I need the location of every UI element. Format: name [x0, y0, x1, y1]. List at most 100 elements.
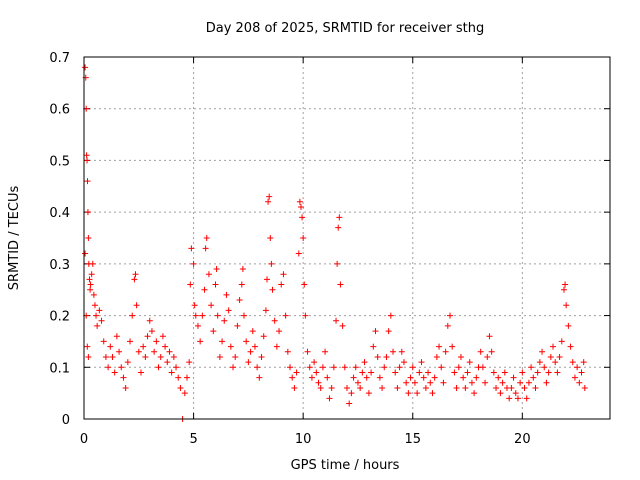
data-point — [98, 317, 105, 324]
data-point — [296, 198, 303, 205]
data-point — [289, 374, 296, 381]
data-point — [302, 312, 309, 319]
data-point — [84, 178, 91, 185]
data-point — [333, 317, 340, 324]
data-point — [453, 384, 460, 391]
data-point — [519, 369, 526, 376]
data-point — [339, 322, 346, 329]
data-point — [157, 353, 164, 360]
data-point — [556, 353, 563, 360]
data-point — [569, 359, 576, 366]
data-point — [372, 328, 379, 335]
data-point — [558, 338, 565, 345]
data-point — [260, 333, 267, 340]
data-point — [361, 359, 368, 366]
data-point — [464, 369, 471, 376]
data-point — [444, 322, 451, 329]
data-point — [137, 369, 144, 376]
data-point — [107, 343, 114, 350]
data-point — [239, 266, 246, 273]
x-tick-label: 15 — [404, 432, 421, 447]
data-point — [93, 312, 100, 319]
data-point — [205, 271, 212, 278]
data-point — [416, 369, 423, 376]
data-point — [438, 364, 445, 371]
data-point — [254, 364, 261, 371]
data-point — [300, 235, 307, 241]
data-point — [225, 307, 232, 314]
data-point — [86, 276, 93, 283]
data-point — [164, 359, 171, 366]
data-point — [304, 348, 311, 355]
data-point — [418, 359, 425, 366]
data-point — [379, 384, 386, 391]
data-point — [265, 198, 272, 205]
data-point — [223, 291, 230, 298]
data-point — [94, 322, 101, 329]
data-point — [148, 328, 155, 335]
data-point — [578, 369, 585, 376]
data-point — [433, 353, 440, 360]
data-point — [295, 250, 302, 257]
data-point — [581, 384, 588, 391]
data-point — [124, 359, 131, 366]
data-point — [168, 369, 175, 376]
data-point — [144, 333, 151, 340]
data-point — [308, 374, 315, 381]
data-point — [113, 333, 120, 340]
data-point — [197, 338, 204, 345]
data-point — [344, 384, 350, 391]
data-point — [258, 353, 265, 360]
y-tick-label: 0.1 — [49, 361, 70, 376]
data-point — [151, 348, 158, 355]
data-point — [517, 379, 524, 386]
data-point — [105, 364, 112, 371]
data-point — [162, 343, 169, 350]
data-point — [521, 384, 528, 391]
data-point — [539, 348, 546, 355]
data-point — [271, 317, 278, 324]
data-point — [547, 353, 554, 360]
data-point — [111, 369, 118, 376]
data-point — [291, 384, 298, 391]
data-point — [82, 64, 89, 71]
data-point — [313, 369, 320, 376]
y-tick-label: 0.3 — [49, 258, 70, 273]
data-point — [493, 384, 500, 391]
data-point — [230, 364, 237, 371]
data-point — [203, 235, 210, 241]
data-point — [187, 281, 194, 288]
data-point — [328, 384, 335, 391]
data-point — [574, 364, 581, 371]
data-point — [460, 374, 467, 381]
data-point — [190, 260, 197, 267]
y-tick-label: 0.6 — [49, 103, 70, 118]
data-point — [563, 302, 570, 309]
data-point — [84, 209, 91, 216]
data-point — [232, 353, 239, 360]
data-point — [532, 384, 539, 391]
data-point — [374, 353, 381, 360]
data-point — [396, 364, 403, 371]
data-point — [552, 359, 559, 366]
data-point — [245, 359, 252, 366]
data-point — [247, 348, 254, 355]
data-point — [83, 152, 90, 159]
data-point — [297, 203, 304, 210]
y-tick-label: 0.5 — [49, 154, 70, 169]
data-point — [109, 353, 116, 360]
data-point — [565, 322, 572, 329]
data-point — [336, 214, 343, 221]
data-point — [173, 364, 180, 371]
data-point — [311, 359, 318, 366]
data-point — [473, 374, 480, 381]
data-point — [84, 157, 91, 164]
data-point — [120, 374, 127, 381]
data-point — [249, 328, 256, 335]
data-point — [495, 374, 502, 381]
data-point — [525, 379, 532, 386]
plot-frame — [83, 56, 611, 420]
data-point — [219, 338, 226, 345]
data-point — [129, 312, 136, 319]
data-point — [398, 348, 405, 355]
